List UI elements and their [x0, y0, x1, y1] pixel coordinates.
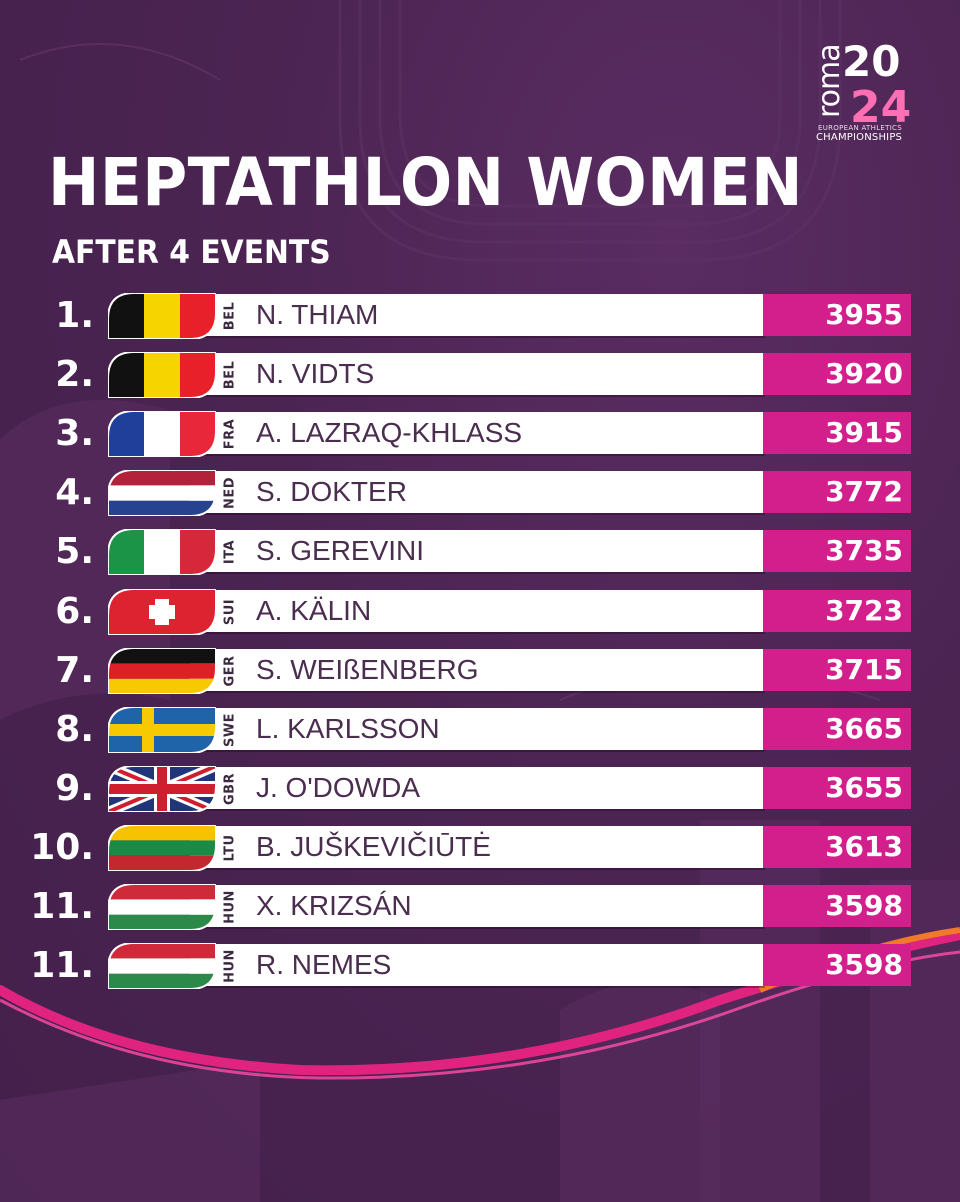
athlete-name: N. THIAM [256, 299, 379, 330]
rank-label: 7. [55, 649, 94, 691]
athlete-bar [190, 766, 765, 809]
standing-row: 11. 3598 HUN R. NEMES [0, 943, 960, 990]
standing-row: 6. 3723 SUI A. KÄLIN [0, 588, 960, 635]
points-value: 3598 [763, 944, 911, 987]
athlete-bar [190, 353, 765, 396]
points-value: 3598 [763, 885, 911, 927]
rank-label: 6. [55, 590, 94, 632]
rank-label: 2. [55, 354, 94, 396]
athlete-bar [190, 412, 765, 455]
standing-row: 1. 3955 BEL N. THIAM [0, 293, 960, 339]
standing-row: 8. 3665 SWE L. KARLSSON [0, 706, 960, 753]
points-value: 3735 [763, 530, 911, 573]
athlete-name: L. KARLSSON [256, 712, 440, 744]
points-value: 3723 [763, 589, 911, 632]
logo-tagline: EUROPEAN ATHLETICS [818, 124, 902, 132]
belgium-flag [108, 293, 216, 339]
sweden-flag [108, 706, 216, 753]
athlete-bar [190, 471, 765, 514]
roma-2024-logo: roma 20 24 EUROPEAN ATHLETICS CHAMPIONSH… [806, 32, 926, 144]
rank-label: 11. [30, 945, 94, 987]
points-value: 3665 [763, 707, 911, 750]
standing-row: 10. 3613 LTU B. JUŠKEVIČIŪTĖ [0, 824, 960, 871]
athlete-bar [190, 648, 765, 691]
hungary-flag [108, 943, 216, 990]
athlete-name: S. DOKTER [256, 476, 407, 508]
athlete-bar [190, 885, 765, 927]
rank-label: 10. [30, 826, 94, 868]
germany-flag [108, 647, 216, 694]
points-value: 3613 [763, 825, 911, 868]
lithuania-flag [108, 824, 216, 871]
rank-label: 9. [55, 767, 94, 809]
points-value: 3920 [763, 353, 911, 396]
standing-row: 2. 3920 BEL N. VIDTS [0, 352, 960, 399]
uk-flag [108, 765, 216, 812]
athlete-bar [190, 294, 765, 336]
athlete-bar [190, 707, 765, 750]
rank-label: 5. [55, 531, 94, 573]
logo-year-bottom: 24 [850, 82, 911, 124]
points-value: 3715 [763, 648, 911, 691]
rank-label: 11. [30, 886, 94, 927]
page-subtitle: AFTER 4 EVENTS [52, 233, 331, 271]
belgium-flag [108, 352, 216, 399]
athlete-name: A. LAZRAQ-KHLASS [256, 417, 523, 449]
italy-flag [108, 529, 216, 576]
athlete-name: B. JUŠKEVIČIŪTĖ [256, 830, 491, 862]
rank-label: 1. [55, 295, 94, 336]
switzerland-flag [108, 588, 216, 635]
athlete-name: N. VIDTS [256, 358, 375, 390]
athlete-name: S. GEREVINI [256, 535, 425, 567]
points-value: 3772 [763, 471, 911, 514]
athlete-name: A. KÄLIN [256, 594, 372, 626]
netherlands-flag [108, 470, 216, 517]
rank-label: 3. [55, 413, 94, 455]
rank-label: 8. [55, 708, 94, 750]
france-flag [108, 411, 216, 458]
athlete-bar [190, 944, 765, 987]
standing-row: 5. 3735 ITA S. GEREVINI [0, 529, 960, 576]
logo-championships: CHAMPIONSHIPS [816, 132, 903, 143]
standing-row: 7. 3715 GER S. WEIßENBERG [0, 647, 960, 694]
athlete-name: J. O'DOWDA [256, 771, 421, 803]
logo-year-top: 20 [842, 37, 900, 86]
points-value: 3915 [763, 412, 911, 455]
athlete-bar [190, 530, 765, 573]
athlete-bar [190, 825, 765, 868]
logo-year-mark: 20 24 [842, 37, 911, 124]
points-value: 3655 [763, 766, 911, 809]
athlete-name: R. NEMES [256, 949, 392, 981]
page-title: HEPTATHLON WOMEN [48, 144, 803, 221]
athlete-bar [190, 589, 765, 632]
standing-row: 9. 3655 GBR J. O'DOWDA [0, 765, 960, 812]
hungary-flag [108, 884, 216, 930]
athlete-name: S. WEIßENBERG [256, 653, 479, 685]
standing-row: 4. 3772 NED S. DOKTER [0, 470, 960, 517]
standing-row: 3. 3915 FRA A. LAZRAQ-KHLASS [0, 411, 960, 458]
points-value: 3955 [763, 294, 911, 336]
athlete-name: X. KRIZSÁN [256, 890, 412, 921]
rank-label: 4. [55, 472, 94, 514]
standing-row: 11. 3598 HUN X. KRIZSÁN [0, 884, 960, 930]
